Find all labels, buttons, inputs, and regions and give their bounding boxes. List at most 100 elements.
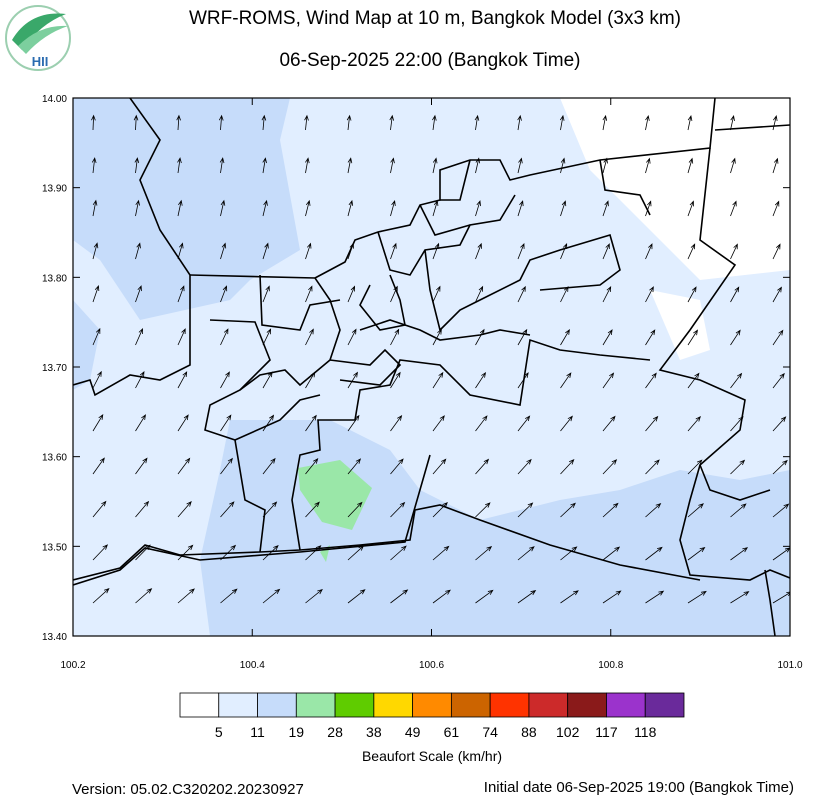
wind-arrow [220, 285, 228, 303]
wind-arrow [730, 115, 735, 131]
wind-arrow [432, 371, 444, 389]
wind-arrow [559, 114, 565, 131]
lon-label: 100.6 [419, 660, 444, 671]
wind-arrow [305, 501, 320, 518]
wind-arrow [305, 328, 314, 346]
wind-arrow [135, 371, 145, 389]
wind-arrow [347, 328, 357, 346]
lat-label: 13.50 [42, 542, 67, 553]
wind-arrow [92, 370, 102, 389]
wind-arrow [177, 328, 186, 346]
logo: HII [5, 5, 71, 71]
wind-arrow [602, 590, 622, 604]
wind-arrow [602, 502, 619, 518]
wind-arrow [602, 286, 612, 303]
wind-arrow [135, 588, 153, 604]
wind-arrow [92, 587, 110, 604]
wind-arrow [390, 157, 395, 174]
wind-arrow [772, 459, 788, 475]
wind-arrow [92, 414, 104, 432]
colorbar-label: 88 [521, 724, 537, 740]
wind-arrow [517, 242, 525, 260]
wind-arrow [262, 371, 273, 389]
wind-arrow [432, 114, 437, 131]
wind-arrow [475, 157, 481, 174]
wind-arrow [135, 544, 151, 561]
colorbar-box [412, 692, 452, 718]
wind-arrow [390, 545, 407, 561]
wind-arrow [517, 114, 522, 131]
wind-arrow [390, 371, 401, 389]
colorbar-title: Beaufort Scale (km/hr) [362, 748, 502, 764]
colorbar-label: 102 [556, 724, 580, 740]
colorbar-box [373, 692, 414, 718]
wind-arrow [645, 286, 654, 303]
wind-arrow [772, 286, 782, 303]
wind-arrow [602, 546, 621, 561]
wind-arrow [304, 114, 309, 131]
lon-label: 101.0 [777, 660, 802, 671]
wind-arrow [220, 457, 233, 475]
lat-label: 13.90 [42, 184, 67, 195]
wind-arrow [730, 243, 738, 260]
wind-arrow [305, 157, 310, 174]
wind-arrow [432, 589, 451, 604]
wind-arrow [645, 329, 656, 346]
wind-arrow [220, 199, 226, 217]
wind-arrow [645, 546, 663, 561]
lon-label: 100.2 [60, 660, 85, 671]
colorbar-label: 117 [595, 724, 618, 740]
wind-arrow [390, 589, 409, 604]
colorbar-label: 19 [289, 724, 305, 740]
wind-arrow [687, 372, 700, 389]
colorbar-label: 28 [327, 724, 343, 740]
colorbar-label: 61 [444, 724, 460, 740]
wind-arrow [92, 242, 99, 260]
colorbar-box [295, 692, 336, 718]
wind-arrow [347, 545, 365, 561]
wind-arrow [262, 414, 275, 432]
wind-arrow [432, 328, 442, 346]
wind-arrow [772, 115, 778, 131]
wind-arrow [177, 157, 182, 174]
colorbar-label: 11 [250, 724, 265, 740]
wind-arrow [517, 458, 532, 475]
wind-arrow [177, 199, 183, 217]
wind-arrows [91, 114, 790, 604]
wind-arrow [390, 328, 400, 346]
colorbar: 5 11 19 28 38 49 61 74 88 102 117 118 [179, 692, 685, 740]
wind-arrow [560, 546, 578, 561]
colorbar-box [218, 692, 258, 718]
wind-arrow [432, 285, 441, 303]
wind-arrow [645, 502, 662, 518]
wind-arrow [560, 157, 566, 174]
axis-ticks: 14.00 13.90 13.80 13.70 13.60 13.50 13.40 100.2… [42, 94, 803, 671]
wind-arrow [92, 285, 100, 303]
wind-arrow [347, 242, 355, 260]
wind-arrow [177, 371, 188, 389]
wind-arrow [220, 588, 238, 604]
wind-arrow [347, 501, 363, 518]
wind-arrow [262, 242, 269, 260]
wind-arrow [517, 328, 528, 346]
wind-arrow [687, 200, 695, 217]
wind-arrow [602, 200, 609, 217]
wind-arrow [730, 157, 736, 174]
wind-arrow [560, 415, 573, 432]
colorbar-box [450, 692, 491, 718]
map-title: WRF-ROMS, Wind Map at 10 m, Bangkok Mode… [189, 8, 681, 29]
wind-arrow [687, 114, 693, 131]
initial-date: Initial date 06-Sep-2025 19:00 (Bangkok … [484, 779, 794, 796]
wind-arrow [560, 590, 579, 604]
colorbar-label: 38 [366, 724, 382, 740]
colorbar-label: 74 [482, 724, 498, 740]
wind-arrow [347, 199, 354, 217]
wind-arrow [432, 242, 440, 260]
wind-arrow [133, 114, 139, 131]
wind-arrow [219, 157, 225, 174]
wind-arrow [730, 329, 741, 346]
version-text: Version: 05.02.C320202.20230927 [72, 781, 304, 798]
wind-arrow [305, 414, 317, 432]
colorbar-box [179, 692, 220, 718]
wind-arrow [517, 157, 523, 174]
